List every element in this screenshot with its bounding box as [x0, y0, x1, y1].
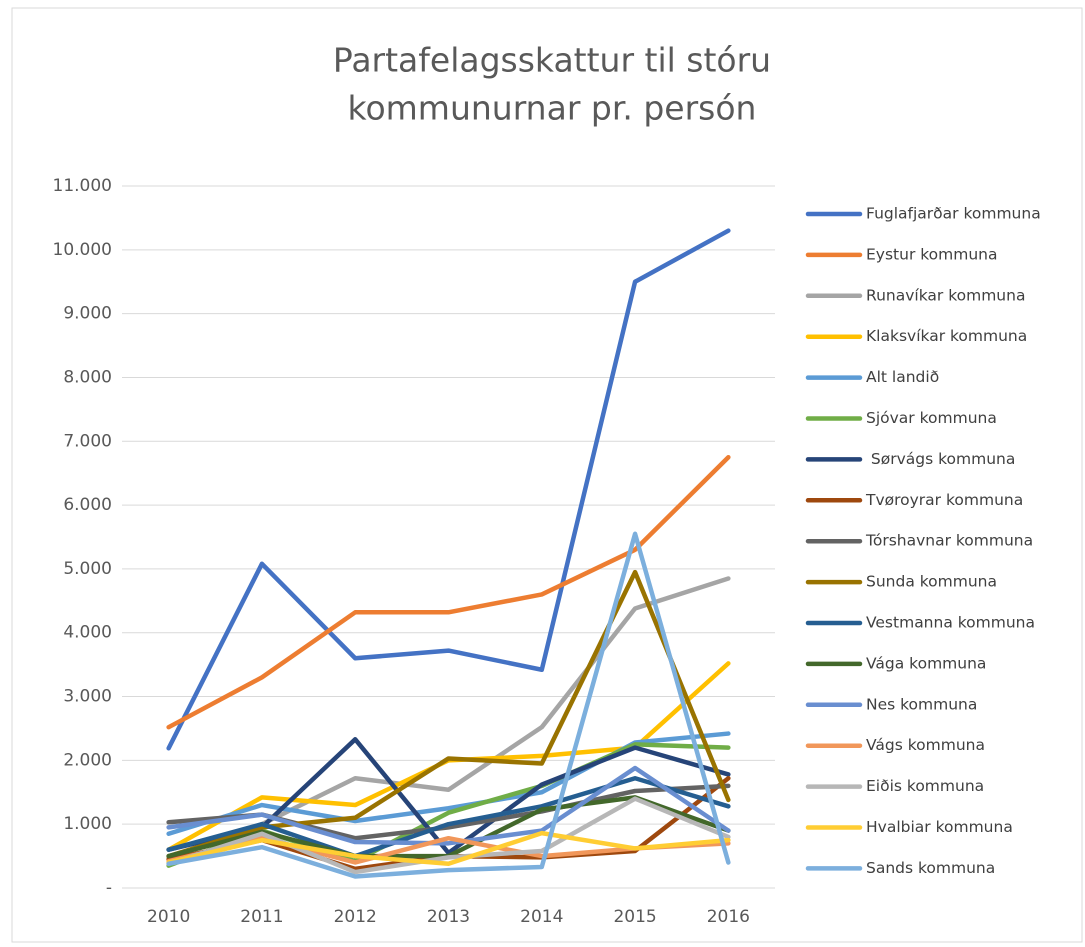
series-line: [166, 796, 731, 875]
x-tick-label: 2016: [707, 907, 750, 927]
y-tick-label: 2.000: [63, 750, 112, 770]
series-line: [166, 531, 731, 879]
chart-title: Partafelagsskattur til stóru: [333, 41, 771, 80]
y-tick-label: -: [106, 878, 112, 898]
x-tick-label: 2012: [334, 907, 377, 927]
y-tick-label: 9.000: [63, 304, 112, 324]
series-line: [166, 775, 731, 859]
y-tick-label: 3.000: [63, 687, 112, 707]
legend-label: Eystur kommuna: [866, 245, 998, 263]
x-tick-label: 2015: [613, 907, 656, 927]
y-tick-label: 10.000: [53, 240, 112, 260]
x-tick-label: 2011: [240, 907, 283, 927]
legend-label: Sjóvar kommuna: [866, 409, 997, 427]
legend-label: Fuglafjarðar kommuna: [866, 205, 1041, 223]
chart-frame: [11, 7, 1083, 943]
y-tick-label: 1.000: [63, 814, 112, 834]
legend-label: Vestmanna kommuna: [866, 614, 1035, 632]
legend-label: Vága kommuna: [866, 654, 986, 672]
y-tick-label: 7.000: [63, 431, 112, 451]
x-tick-label: 2013: [427, 907, 470, 927]
legend-label: Sunda kommuna: [866, 573, 997, 591]
legend-label: Tvøroyrar kommuna: [865, 491, 1023, 509]
series-line: [166, 228, 731, 751]
chart-title: kommunurnar pr. persón: [348, 89, 757, 128]
legend-label: Tórshavnar kommuna: [865, 532, 1033, 550]
series-line: [166, 569, 731, 859]
x-tick-label: 2014: [520, 907, 563, 927]
series-line: [166, 765, 731, 846]
series-line: [166, 830, 731, 866]
legend-label: Vágs kommuna: [866, 736, 985, 754]
series-line: [166, 454, 731, 730]
legend-label: Klaksvíkar kommuna: [866, 327, 1027, 345]
y-tick-label: 5.000: [63, 559, 112, 579]
legend-label: Nes kommuna: [866, 695, 977, 713]
legend-label: Alt landið: [866, 368, 939, 386]
y-tick-label: 6.000: [63, 495, 112, 515]
legend-label: Sands kommuna: [866, 859, 995, 877]
legend-label: Hvalbiar kommuna: [866, 818, 1013, 836]
y-tick-label: 8.000: [63, 367, 112, 387]
x-tick-label: 2010: [147, 907, 190, 927]
y-tick-label: 11.000: [53, 176, 112, 196]
y-tick-label: 4.000: [63, 623, 112, 643]
legend-label: Sørvágs kommuna: [866, 450, 1015, 468]
legend-label: Eiðis kommuna: [866, 777, 984, 795]
legend-label: Runavíkar kommuna: [866, 286, 1025, 304]
